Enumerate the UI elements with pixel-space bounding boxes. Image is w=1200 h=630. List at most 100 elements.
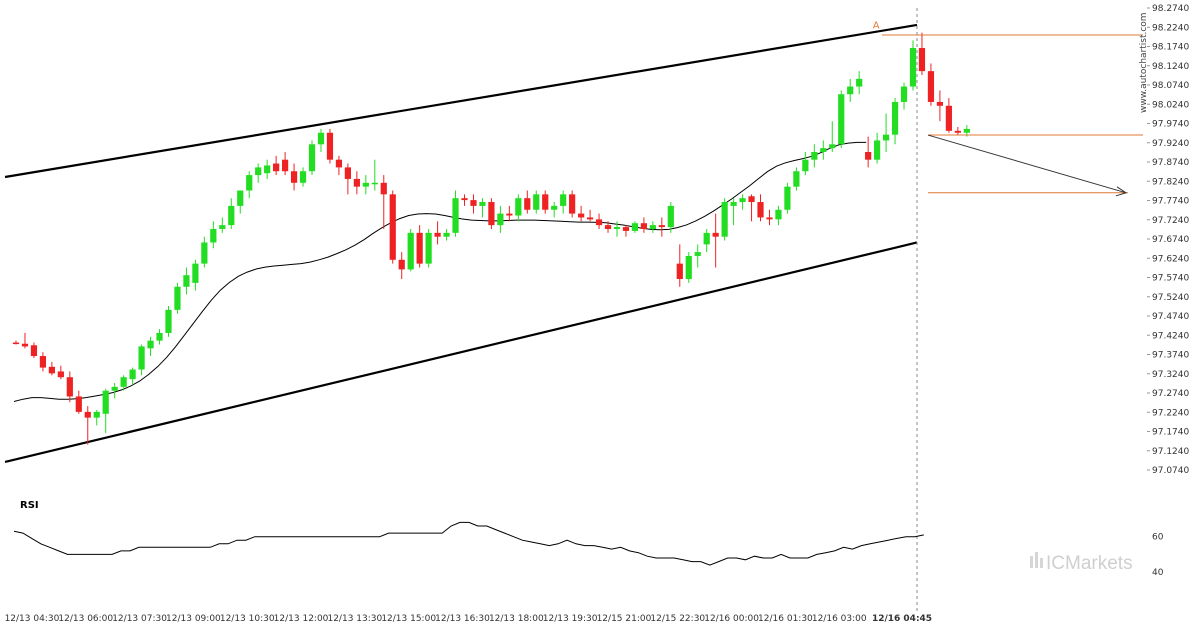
price-tick-label: 97.2240 <box>1152 408 1189 418</box>
candle-body <box>524 198 531 210</box>
channel-lower-line <box>4 241 918 463</box>
candle-body <box>721 202 728 237</box>
rsi-line <box>13 521 924 566</box>
candle-body <box>192 263 199 283</box>
price-tick-label: 98.0240 <box>1152 100 1189 110</box>
candle-body <box>84 411 91 418</box>
candle-body <box>443 232 450 237</box>
candle-body <box>560 194 567 206</box>
price-tick-label: 97.5740 <box>1152 274 1189 284</box>
price-tick-label: 98.1740 <box>1152 43 1189 53</box>
time-tick-label: 12/13 18:00 <box>489 614 544 624</box>
candle-body <box>201 242 208 264</box>
watermark-text: www.autochartist.com <box>1139 12 1149 113</box>
candle-body <box>75 396 82 412</box>
candle-body <box>622 227 630 231</box>
time-tick-label: 12/13 10:30 <box>220 614 275 624</box>
price-tick-label: 98.0740 <box>1152 81 1189 91</box>
rsi-axis: 60 40 <box>1152 533 1164 579</box>
price-channel <box>4 23 918 463</box>
candle-body <box>909 48 917 87</box>
candle-body <box>255 167 262 176</box>
price-tick-label: 97.1240 <box>1152 447 1189 457</box>
price-tick-label: 97.0740 <box>1152 466 1189 476</box>
candle-body <box>667 205 674 228</box>
price-tick-label: 97.9740 <box>1152 120 1189 130</box>
candle-body <box>604 225 612 229</box>
candle-body <box>30 345 38 357</box>
candle-body <box>811 151 818 160</box>
candle-body <box>569 194 576 214</box>
candle-body <box>676 263 683 280</box>
time-tick-label: 12/13 19:30 <box>543 614 598 624</box>
price-tick-label: 97.4740 <box>1152 312 1189 322</box>
candle-body <box>362 182 369 187</box>
rsi-tick-label: 40 <box>1152 568 1164 578</box>
price-tick-label: 97.8740 <box>1152 158 1189 168</box>
candle-body <box>156 332 163 341</box>
time-tick-label: 12/15 21:00 <box>597 614 652 624</box>
candle-body <box>344 167 351 179</box>
candle-body <box>515 198 522 216</box>
candle-body <box>425 232 432 264</box>
candle-body <box>775 209 782 220</box>
candle-body <box>219 225 226 229</box>
candle-body <box>640 223 647 229</box>
candle-body <box>820 148 827 152</box>
time-tick-label: 12/13 16:30 <box>435 614 490 624</box>
price-tick-label: 97.6740 <box>1152 235 1189 245</box>
candle-body <box>380 182 387 195</box>
candle-body <box>452 198 459 233</box>
candle-body <box>685 255 692 280</box>
candle-body <box>658 225 665 228</box>
candle-body <box>12 342 20 345</box>
candle-body <box>927 71 935 102</box>
candle-body <box>183 275 190 287</box>
candle-body <box>93 411 100 418</box>
candle-body <box>120 377 127 387</box>
candle-body <box>57 371 64 378</box>
time-tick-label: 12/15 22:30 <box>650 614 705 624</box>
rsi-panel <box>13 521 924 566</box>
candle-body <box>129 369 136 380</box>
candle-body <box>111 386 118 391</box>
candle-body <box>461 198 468 201</box>
brand-logo: ICMarkets <box>1030 552 1133 574</box>
forecast-arrow-head <box>1115 186 1128 197</box>
time-tick-label: 12/13 07:30 <box>112 614 167 624</box>
candle-body <box>506 213 513 216</box>
candle-body <box>174 286 181 310</box>
candle-body <box>586 217 594 220</box>
time-axis: 12/13 04:30 12/13 06:00 12/13 07:30 12/13 0… <box>5 614 933 624</box>
candle-body <box>497 213 504 226</box>
candle-body <box>533 194 540 210</box>
candle-body <box>865 151 872 160</box>
price-tick-label: 97.3240 <box>1152 370 1189 380</box>
price-tick-label: 97.1740 <box>1152 428 1189 438</box>
candle-body <box>793 171 800 187</box>
candle-body <box>542 194 549 210</box>
candle-body <box>595 219 603 226</box>
logo-bar-3 <box>1040 558 1043 568</box>
price-levels <box>882 34 1143 194</box>
candle-body <box>237 190 244 206</box>
candle-body <box>838 94 845 145</box>
candle-body <box>748 196 755 203</box>
candle-body <box>308 144 316 172</box>
candle-body <box>829 144 836 149</box>
candle-body <box>954 130 961 133</box>
candle-body <box>874 140 881 160</box>
candle-body <box>407 232 414 270</box>
time-tick-label: 12/16 01:30 <box>758 614 813 624</box>
candle-body <box>631 223 639 231</box>
price-tick-label: 98.2740 <box>1152 4 1189 14</box>
candle-body <box>416 232 423 264</box>
candle-body <box>147 340 154 349</box>
time-tick-label: 12/13 12:00 <box>274 614 329 624</box>
candle-body <box>264 165 271 174</box>
candle-body <box>39 356 47 368</box>
candlestick-series <box>12 32 970 445</box>
candle-body <box>353 178 360 187</box>
candle-body <box>703 232 710 245</box>
